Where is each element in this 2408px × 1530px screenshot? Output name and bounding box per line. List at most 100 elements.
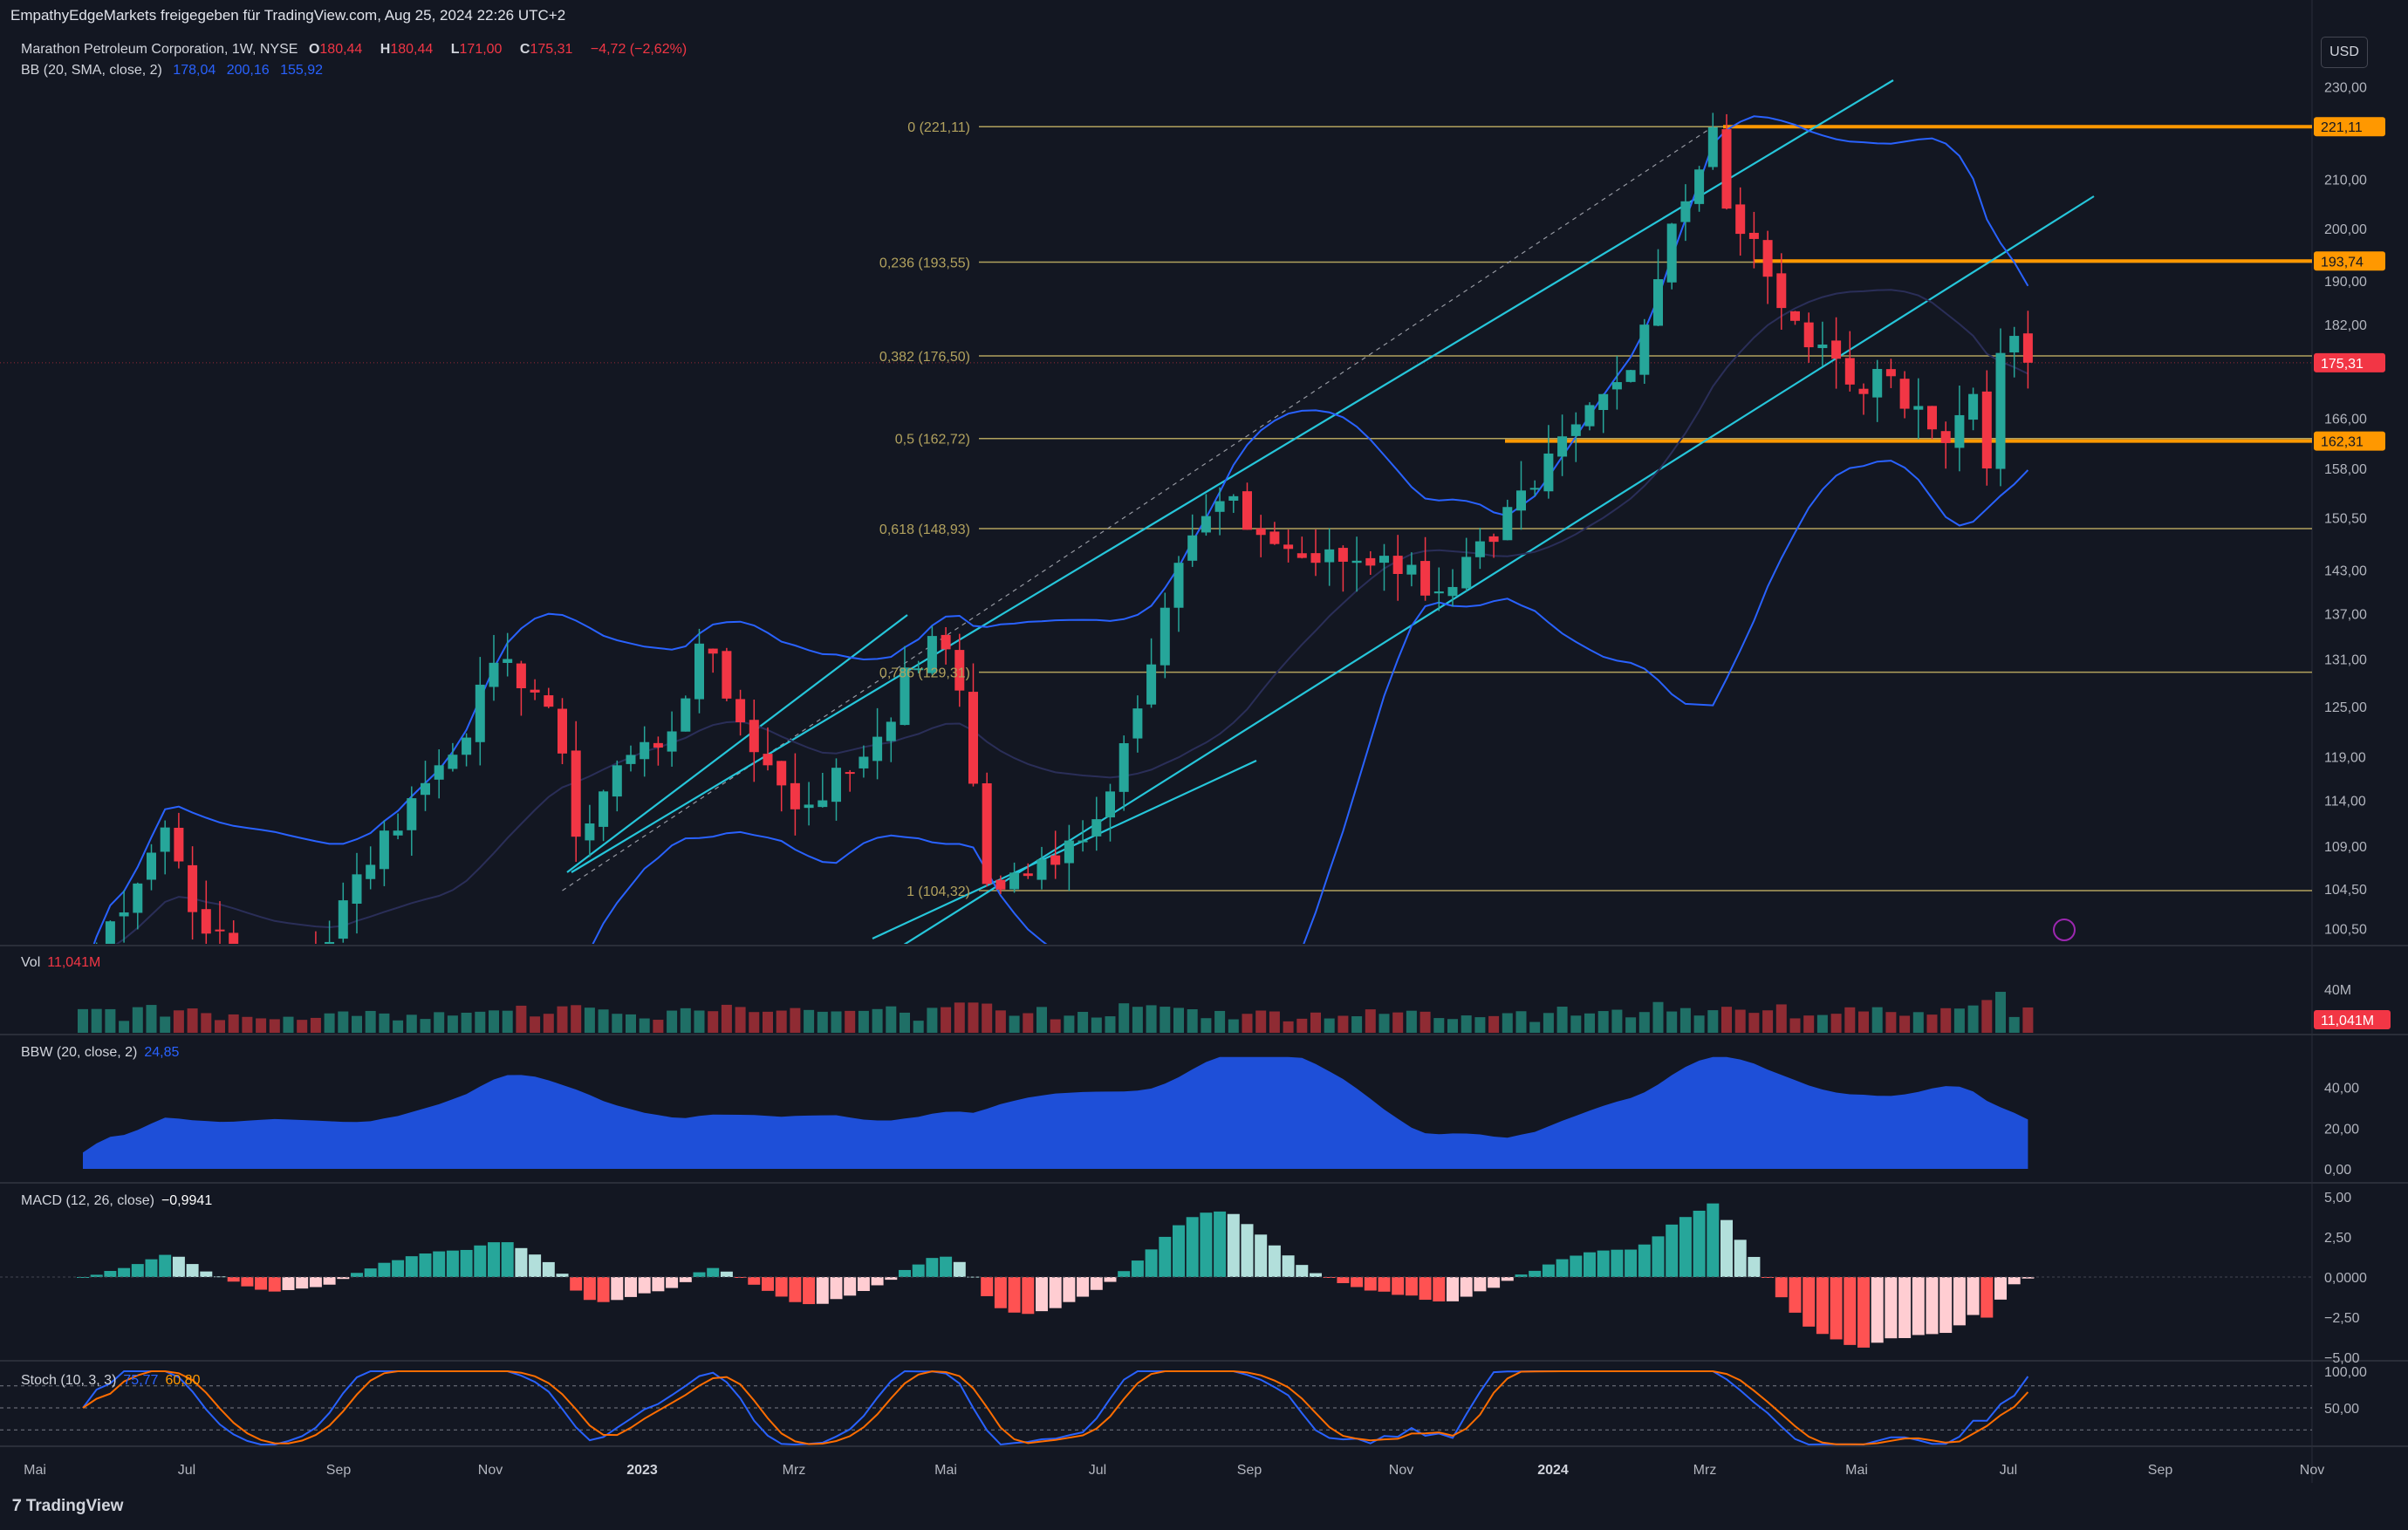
volume-bar	[941, 1007, 952, 1033]
volume-bar	[1597, 1011, 1609, 1033]
volume-bar	[804, 1009, 815, 1033]
volume-bar	[1406, 1010, 1417, 1033]
candle-body	[174, 827, 184, 862]
volume-bar	[1762, 1010, 1774, 1033]
volume-bar	[763, 1011, 773, 1033]
publisher-line: EmpathyEdgeMarkets freigegeben für Tradi…	[10, 7, 566, 24]
bbw-axis-tick: 0,00	[2324, 1163, 2351, 1178]
macd-histogram-bar	[1296, 1265, 1309, 1277]
volume-bar	[1721, 1007, 1732, 1033]
macd-histogram-bar	[419, 1253, 432, 1277]
tv-logo-icon: 𝟕	[12, 1497, 22, 1515]
volume-bar	[132, 1007, 143, 1033]
candle-body	[105, 921, 115, 944]
candle-body	[1557, 436, 1568, 457]
macd-axis-tick: 5,00	[2324, 1191, 2351, 1206]
candle-body	[1899, 379, 1910, 409]
candle-body	[585, 823, 595, 841]
macd-histogram-bar	[255, 1277, 268, 1290]
macd-histogram-bar	[1049, 1277, 1062, 1308]
candle-body	[298, 953, 307, 955]
volume-bar	[1638, 1012, 1650, 1033]
tradingview-logo[interactable]: 𝟕 TradingView	[12, 1497, 124, 1515]
candle-body	[407, 798, 417, 830]
candle-body	[79, 975, 88, 996]
candle-body	[270, 973, 279, 977]
macd-histogram-bar	[775, 1277, 788, 1297]
volume-bar	[1392, 1012, 1404, 1033]
time-axis-tick: Jul	[178, 1463, 195, 1478]
volume-bar	[1201, 1018, 1212, 1033]
macd-histogram-bar	[104, 1270, 117, 1277]
candle-body	[1817, 345, 1828, 349]
volume-bar	[461, 1012, 472, 1033]
volume-bar	[2008, 1016, 2020, 1033]
candle-body	[667, 731, 677, 752]
macd-histogram-bar	[625, 1277, 637, 1297]
macd-histogram-bar	[583, 1277, 596, 1301]
candle-body	[1639, 324, 1650, 375]
macd-histogram-bar	[131, 1264, 144, 1277]
candle-body	[1337, 548, 1348, 562]
macd-histogram-bar	[1173, 1225, 1185, 1277]
volume-bar	[1570, 1015, 1582, 1033]
candle-body	[1790, 311, 1800, 321]
macd-histogram-bar	[1898, 1277, 1912, 1339]
macd-histogram-bar	[296, 1277, 309, 1289]
candle-body	[530, 689, 540, 693]
macd-histogram-bar	[1460, 1277, 1473, 1297]
candle-body	[708, 648, 718, 654]
volume-bar	[653, 1020, 664, 1033]
macd-histogram-bar	[118, 1267, 131, 1277]
candle-body	[1201, 516, 1211, 533]
bbw-area	[83, 1056, 2028, 1169]
volume-bar	[1214, 1010, 1226, 1033]
candle-body	[1543, 453, 1554, 492]
currency-button[interactable]: USD	[2321, 37, 2368, 68]
price-pane	[0, 79, 2312, 996]
volume-bar	[1953, 1008, 1965, 1033]
volume-bar	[639, 1018, 650, 1033]
macd-histogram-bar	[1748, 1256, 1761, 1277]
candle-body	[434, 765, 444, 780]
volume-bar	[1625, 1017, 1637, 1033]
macd-histogram-bar	[1857, 1277, 1870, 1348]
volume-axis-tick: 40M	[2324, 983, 2351, 998]
macd-histogram-bar	[1392, 1277, 1405, 1295]
volume-bar	[1132, 1007, 1143, 1033]
candle-body	[776, 761, 787, 786]
macd-histogram-bar	[542, 1261, 555, 1277]
macd-histogram-bar	[789, 1277, 802, 1302]
stoch-axis-tick: 50,00	[2324, 1402, 2359, 1417]
ohlc-open: O180,44	[308, 42, 363, 57]
volume-bar	[584, 1007, 595, 1033]
macd-histogram-bar	[1008, 1277, 1021, 1313]
candle-body	[462, 737, 472, 755]
candle-body	[1680, 201, 1691, 222]
time-axis-tick: Jul	[1089, 1463, 1106, 1478]
volume-bar	[310, 1017, 321, 1033]
fib-level-label: 0,786 (129,31)	[879, 666, 970, 681]
candle-body	[845, 772, 855, 775]
candle-body	[1242, 491, 1252, 530]
candle-body	[1748, 232, 1759, 239]
volume-bar	[1077, 1012, 1089, 1033]
macd-histogram-bar	[1789, 1277, 1802, 1313]
volume-bar	[1023, 1013, 1034, 1033]
candle-body	[1981, 391, 1992, 469]
candle-body	[379, 830, 389, 870]
volume-bar	[1885, 1012, 1897, 1033]
alert-lightning-icon	[2053, 919, 2076, 941]
candle-body	[1954, 414, 1965, 448]
candle-body	[311, 950, 320, 954]
candle-body	[421, 782, 430, 796]
macd-histogram-bar	[2008, 1277, 2021, 1285]
macd-histogram-bar	[1734, 1240, 1747, 1277]
price-label-box	[2314, 431, 2385, 451]
stoch-d-line	[82, 1370, 2029, 1445]
volume-bar	[215, 1020, 225, 1033]
macd-histogram-bar	[1693, 1210, 1706, 1277]
price-axis-tick: 114,00	[2324, 795, 2366, 809]
macd-histogram-bar	[1652, 1236, 1665, 1277]
